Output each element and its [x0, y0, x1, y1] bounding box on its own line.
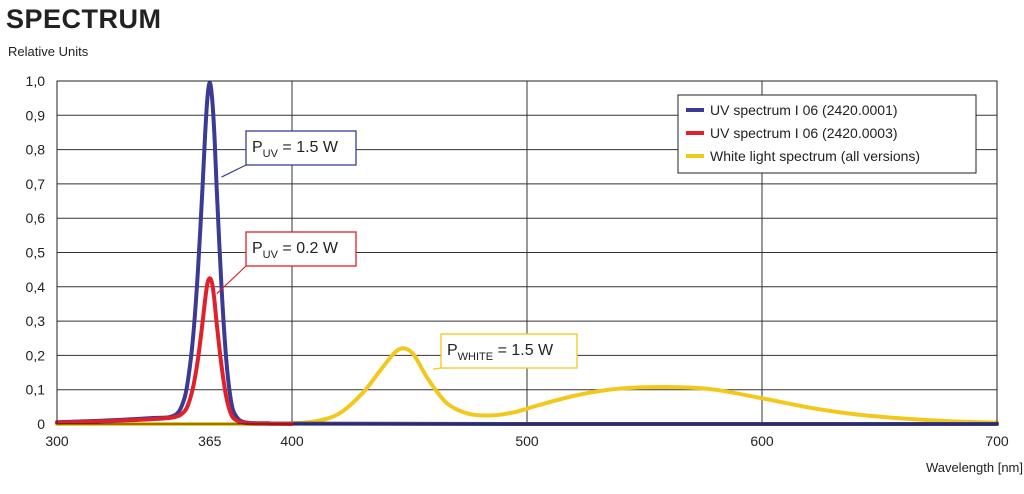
annotation-box: PUV = 1.5 W — [221, 130, 357, 178]
series-line-3 — [55, 346, 999, 427]
y-tick-label: 0,4 — [26, 279, 46, 295]
annotation-box: PUV = 0.2 W — [216, 231, 357, 295]
legend-entry: UV spectrum I 06 (2420.0001) — [710, 102, 898, 118]
x-tick-label: 400 — [280, 433, 304, 449]
y-tick-label: 0 — [37, 416, 45, 432]
annotation-leader — [221, 164, 247, 178]
x-tick-label: 365 — [198, 433, 222, 449]
legend-entry: UV spectrum I 06 (2420.0003) — [710, 125, 898, 141]
annotation-box: PWHITE = 1.5 W — [432, 333, 578, 370]
annotation-label: PUV = 0.2 W — [252, 240, 339, 261]
x-tick-label: 300 — [45, 433, 69, 449]
y-tick-label: 0,2 — [26, 347, 46, 363]
plot-frame — [56, 80, 998, 425]
annotation-frame — [440, 333, 578, 369]
legend-box — [677, 94, 977, 174]
annotation-frame — [245, 130, 357, 166]
y-tick-labels: 0 0,1 0,2 0,3 0,4 0,5 0,6 0,7 0,8 0,9 1,0 — [26, 73, 46, 432]
y-tick-label: 0,5 — [26, 245, 46, 261]
x-axis-label: Wavelength [nm] — [926, 460, 1023, 475]
x-tick-labels: 300 365 400 500 600 700 — [45, 433, 1009, 449]
x-tick-label: 700 — [985, 433, 1009, 449]
legend: UV spectrum I 06 (2420.0001) UV spectrum … — [677, 94, 977, 174]
legend-entry: White light spectrum (all versions) — [710, 148, 920, 164]
y-axis-label: Relative Units — [8, 44, 89, 59]
chart-title: SPECTRUM — [6, 4, 162, 34]
power-annotations: PUV = 1.5 W PUV = 0.2 W PWHITE = 1.5 W — [216, 130, 578, 370]
x-tick-label: 500 — [515, 433, 539, 449]
y-tick-label: 0,3 — [26, 313, 46, 329]
y-tick-label: 0,9 — [26, 107, 46, 123]
series-line-2 — [55, 276, 294, 426]
annotation-frame — [245, 231, 357, 267]
annotation-leader — [432, 367, 442, 370]
y-tick-label: 0,8 — [26, 142, 46, 158]
y-tick-label: 0,6 — [26, 210, 46, 226]
y-tick-label: 1,0 — [26, 73, 46, 89]
x-tick-label: 600 — [750, 433, 774, 449]
y-tick-label: 0,7 — [26, 176, 46, 192]
annotation-leader — [216, 265, 247, 295]
annotation-label: PUV = 1.5 W — [252, 139, 339, 160]
annotation-label: PWHITE = 1.5 W — [447, 342, 554, 363]
y-tick-label: 0,1 — [26, 382, 46, 398]
